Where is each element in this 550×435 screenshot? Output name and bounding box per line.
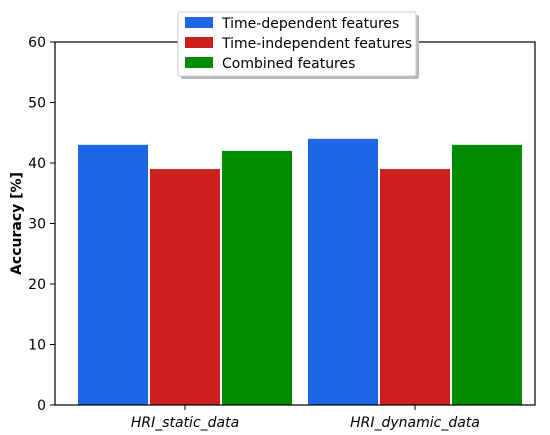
y-tick-label: 60	[28, 35, 46, 51]
bar-HRI_dynamic_data-time-independent-features	[380, 169, 450, 405]
legend-label: Combined features	[222, 56, 355, 72]
bar-HRI_dynamic_data-time-dependent-features	[308, 138, 378, 406]
y-tick-label: 40	[28, 156, 46, 172]
y-tick-label: 30	[28, 217, 46, 233]
legend-label: Time-dependent features	[221, 16, 399, 32]
y-tick-label: 0	[37, 398, 46, 414]
y-axis-title: Accuracy [%]	[9, 172, 25, 275]
bar-HRI_static_data-time-dependent-features	[78, 144, 148, 405]
bars-layer	[78, 138, 522, 406]
bar-HRI_static_data-combined-features	[222, 150, 292, 405]
y-tick-label: 10	[28, 338, 46, 354]
x-tick-label: HRI_dynamic_data	[350, 415, 480, 431]
legend-swatch	[185, 57, 213, 68]
legend-label: Time-independent features	[221, 36, 412, 52]
legend: Time-dependent features Time-independent …	[177, 11, 419, 79]
bar-HRI_dynamic_data-combined-features	[452, 144, 522, 405]
bar-HRI_static_data-time-independent-features	[150, 169, 220, 405]
y-axis: 0 10 20 30 40 50 60	[28, 35, 55, 414]
legend-swatch	[185, 37, 213, 48]
x-tick-label: HRI_static_data	[131, 415, 239, 431]
legend-swatch	[185, 17, 213, 28]
legend-box	[177, 11, 417, 77]
y-tick-label: 20	[28, 277, 46, 293]
y-tick-label: 50	[28, 96, 46, 112]
x-axis: HRI_static_data HRI_dynamic_data	[131, 405, 480, 431]
